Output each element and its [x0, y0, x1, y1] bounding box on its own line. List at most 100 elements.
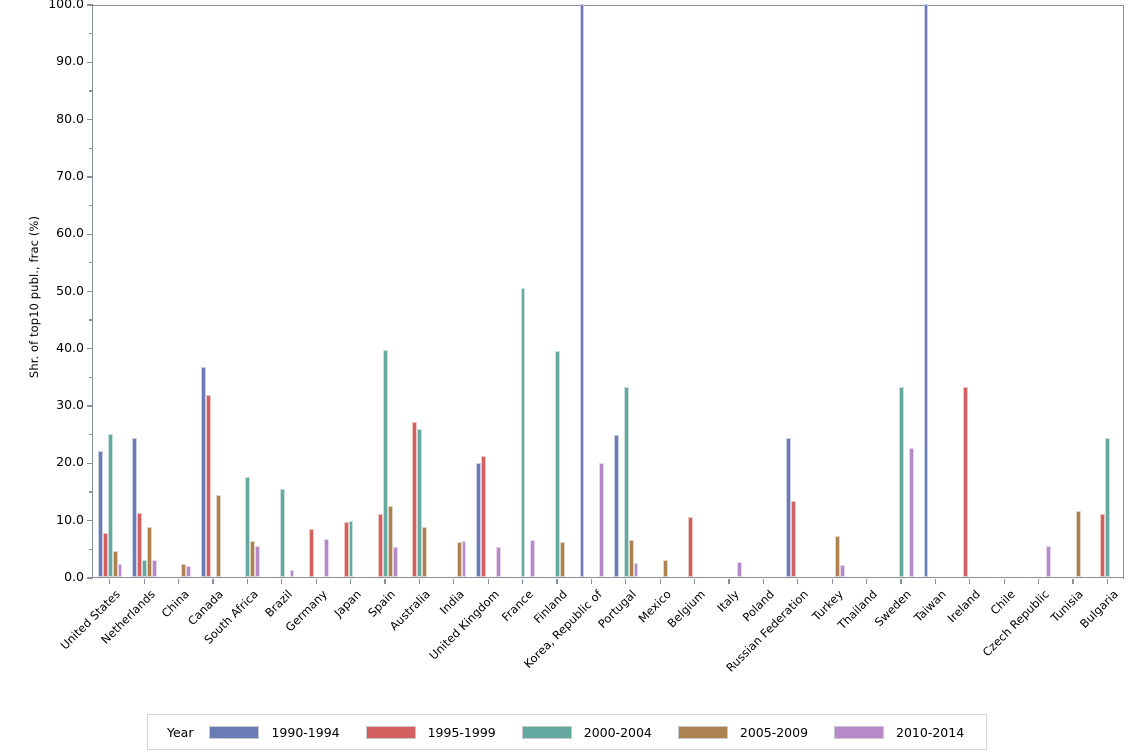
- x-tick-label: France: [498, 587, 536, 625]
- legend-swatch: [677, 725, 728, 739]
- bar: [623, 386, 629, 577]
- legend-item[interactable]: 1995-1999: [365, 725, 496, 740]
- bar-group: [545, 5, 570, 577]
- bar: [599, 462, 605, 577]
- bar-group: [992, 5, 1017, 577]
- x-tick-mark: [866, 579, 868, 584]
- legend-item[interactable]: 1990-1994: [209, 725, 340, 740]
- x-tick-label: India: [437, 587, 468, 618]
- bar: [387, 505, 393, 577]
- x-tick-mark: [453, 579, 455, 584]
- bar: [107, 433, 113, 577]
- x-tick-mark: [350, 579, 352, 584]
- y-tick-mark: [89, 319, 93, 321]
- bar: [206, 395, 211, 577]
- y-tick-label: 0.0: [64, 569, 84, 584]
- y-tick-mark: [89, 147, 93, 149]
- y-tick-label: 30.0: [56, 397, 84, 413]
- x-tick-mark: [625, 579, 627, 584]
- x-tick-label: Chile: [987, 587, 1018, 618]
- x-tick-mark: [797, 579, 799, 584]
- y-tick-mark: [87, 4, 93, 6]
- x-tick-mark: [315, 579, 317, 584]
- bar: [201, 366, 207, 577]
- bar: [215, 495, 221, 577]
- x-tick-mark: [384, 579, 386, 584]
- bar: [186, 566, 192, 577]
- x-tick-mark: [281, 579, 283, 584]
- y-tick-mark: [87, 348, 93, 350]
- bar: [476, 462, 482, 577]
- bar: [392, 547, 398, 577]
- y-tick-label: 70.0: [56, 167, 84, 183]
- legend-label: 2005-2009: [739, 724, 809, 740]
- x-tick-mark: [212, 579, 214, 584]
- legend-swatch: [521, 725, 572, 739]
- x-tick-mark: [831, 579, 833, 584]
- x-tick-mark: [1072, 579, 1074, 584]
- legend-swatch: [365, 725, 416, 739]
- bar: [1046, 546, 1052, 577]
- legend-item[interactable]: 2000-2004: [521, 725, 652, 740]
- bar: [132, 438, 138, 577]
- bar-group: [1061, 5, 1086, 577]
- bar: [289, 570, 295, 577]
- bar: [417, 428, 423, 577]
- x-tick-label: Sweden: [872, 587, 915, 630]
- bar: [181, 564, 187, 577]
- legend-swatch: [834, 725, 885, 739]
- bar: [117, 564, 123, 577]
- bar: [687, 516, 693, 577]
- bar: [97, 450, 103, 577]
- bar-group: [201, 5, 226, 577]
- bar: [250, 541, 256, 577]
- y-tick-mark: [89, 548, 93, 550]
- y-tick-mark: [87, 290, 93, 293]
- bar: [151, 560, 157, 577]
- legend-label: 2010-2014: [896, 724, 965, 740]
- y-tick-label: 90.0: [56, 53, 84, 69]
- x-tick-mark: [659, 579, 661, 584]
- bar-group: [855, 5, 880, 577]
- y-tick-mark: [89, 434, 93, 436]
- bar: [790, 500, 796, 577]
- legend-title: Year: [167, 724, 194, 740]
- x-tick-label: Taiwan: [910, 587, 949, 625]
- bar: [898, 386, 904, 577]
- y-tick-label: 60.0: [56, 225, 84, 241]
- plot-top-edge: [92, 5, 1124, 7]
- legend-item[interactable]: 2010-2014: [834, 725, 964, 740]
- bar: [348, 520, 354, 577]
- bar-group: [579, 4, 605, 577]
- x-tick-label: United States: [57, 587, 124, 653]
- plot-area: 0.0 10.0 20.0 30.0 40.0 50.0 60.0 70.0 80.0 90.0 1…: [48, 0, 1124, 584]
- bar: [142, 560, 148, 577]
- legend-item[interactable]: 2005-2009: [677, 724, 809, 740]
- y-tick-mark: [87, 577, 93, 579]
- bar: [343, 522, 349, 577]
- bar-group: [270, 5, 295, 577]
- bar-group: [923, 4, 949, 577]
- y-tick-mark: [87, 462, 93, 464]
- bar: [495, 546, 501, 577]
- bar: [1105, 437, 1111, 577]
- bar-group: [958, 5, 983, 577]
- x-tick-mark: [556, 579, 558, 584]
- x-axis-ticks: United States Netherlands China Canada South…: [58, 579, 1124, 699]
- bar: [663, 559, 668, 577]
- bar-group: [613, 5, 639, 577]
- x-tick-mark: [969, 579, 971, 584]
- bar-groups: [93, 4, 1124, 577]
- x-tick-label: Ireland: [944, 587, 984, 626]
- bar-group: [889, 5, 914, 577]
- bar: [554, 351, 560, 577]
- bar-group: [752, 5, 777, 577]
- y-tick-mark: [87, 118, 93, 121]
- bar: [785, 438, 791, 577]
- x-tick-mark: [418, 579, 421, 584]
- x-tick-mark: [934, 579, 937, 584]
- x-tick-mark: [590, 579, 593, 584]
- y-tick-mark: [89, 204, 93, 207]
- bar: [102, 533, 108, 577]
- bar: [633, 563, 639, 577]
